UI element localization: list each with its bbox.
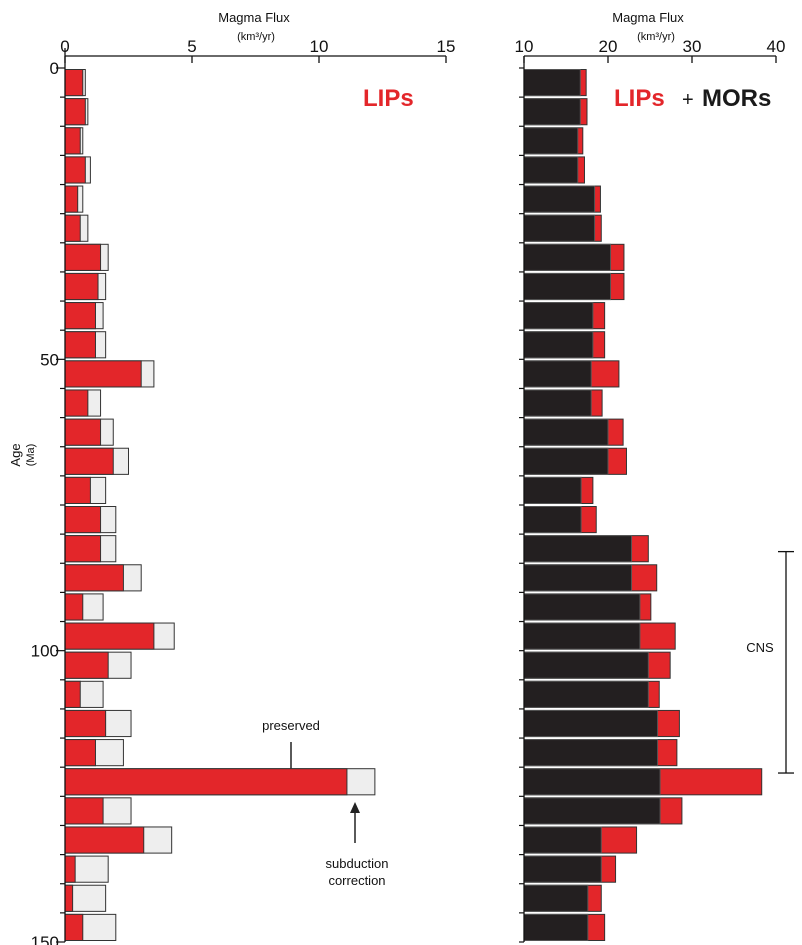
bar-preserved — [64, 447, 114, 475]
bar-preserved — [64, 69, 84, 97]
bar-mors — [523, 535, 633, 563]
right-x-tick-label: 30 — [683, 37, 702, 56]
bar-mors — [523, 185, 596, 213]
right-x-tick-label: 10 — [515, 37, 534, 56]
left-x-tick-label: 15 — [437, 37, 456, 56]
left-y-tick-label: 50 — [40, 350, 59, 369]
bar-mors — [523, 768, 661, 796]
bar-preserved — [64, 331, 96, 359]
annotation-subduction-arrowhead — [350, 802, 360, 813]
left-y-tick-label: 150 — [31, 933, 59, 945]
bar-mors — [523, 389, 592, 417]
left-axis-units: (km³/yr) — [237, 31, 275, 43]
left-x-tick-label: 10 — [310, 37, 329, 56]
bar-mors — [523, 855, 602, 883]
bar-preserved — [64, 709, 107, 738]
right-panel-label-plus: + — [682, 89, 694, 111]
bar-preserved — [64, 913, 84, 941]
left-axis-title: Magma Flux — [218, 10, 290, 25]
bar-mors — [523, 98, 581, 126]
annotation-preserved: preserved — [262, 718, 320, 733]
y-axis-units: (Ma) — [25, 444, 37, 467]
bar-preserved — [64, 272, 99, 301]
bar-preserved — [64, 535, 102, 563]
bar-mors — [523, 302, 594, 330]
bar-mors — [523, 127, 579, 155]
right-axis-units: (km³/yr) — [637, 31, 675, 43]
bar-mors — [523, 651, 649, 679]
left-y-tick-label: 0 — [50, 59, 59, 78]
bar-preserved — [64, 360, 142, 388]
bar-preserved — [64, 506, 102, 534]
bar-mors — [523, 476, 582, 505]
right-panel-label-mors: MORs — [702, 85, 771, 112]
bar-mors — [523, 331, 594, 359]
bar-preserved — [64, 214, 81, 242]
left-panel-label: LIPs — [363, 85, 414, 112]
bar-preserved — [64, 418, 102, 446]
bar-mors — [523, 506, 582, 534]
bar-mors — [523, 447, 609, 475]
bar-mors — [523, 622, 641, 650]
right-x-tick-label: 20 — [599, 37, 618, 56]
bar-mors — [523, 709, 659, 738]
bar-preserved — [64, 127, 81, 155]
bar-mors — [523, 69, 581, 97]
bar-preserved — [64, 593, 84, 621]
bar-preserved — [64, 98, 86, 126]
bar-preserved — [64, 680, 81, 708]
bar-preserved — [64, 855, 76, 883]
bar-preserved — [64, 651, 109, 679]
bar-preserved — [64, 884, 74, 912]
bar-preserved — [64, 156, 86, 184]
bar-preserved — [64, 739, 96, 767]
bar-mors — [523, 156, 579, 184]
y-axis-title: Age — [8, 443, 23, 466]
left-y-tick-label: 100 — [31, 642, 59, 661]
right-axis-title: Magma Flux — [612, 10, 684, 25]
annotation-subduction-line2: correction — [328, 873, 385, 888]
annotation-subduction-line1: subduction — [326, 856, 389, 871]
bar-preserved — [64, 564, 124, 592]
bar-mors — [523, 797, 661, 825]
bar-mors — [523, 214, 596, 242]
bar-preserved — [64, 797, 104, 825]
bar-mors — [523, 913, 589, 941]
right-x-tick-label: 40 — [767, 37, 786, 56]
bar-preserved — [64, 826, 145, 854]
left-x-tick-label: 0 — [60, 37, 69, 56]
bar-mors — [523, 564, 633, 592]
bar-preserved — [64, 768, 348, 796]
bar-mors — [523, 360, 592, 388]
bar-mors — [523, 272, 612, 301]
bar-preserved — [64, 622, 155, 650]
bar-preserved — [64, 302, 96, 330]
bar-preserved — [64, 243, 102, 271]
bar-mors — [523, 680, 649, 708]
bar-mors — [523, 593, 641, 621]
bar-preserved — [64, 389, 89, 417]
bar-mors — [523, 884, 589, 912]
bar-preserved — [64, 476, 91, 505]
bar-mors — [523, 739, 659, 767]
right-panel-label-lips: LIPs — [614, 85, 665, 112]
bar-mors — [523, 243, 612, 271]
bar-preserved — [64, 185, 79, 213]
cns-label: CNS — [746, 640, 774, 655]
bar-mors — [523, 418, 609, 446]
left-x-tick-label: 5 — [187, 37, 196, 56]
bar-mors — [523, 826, 602, 854]
